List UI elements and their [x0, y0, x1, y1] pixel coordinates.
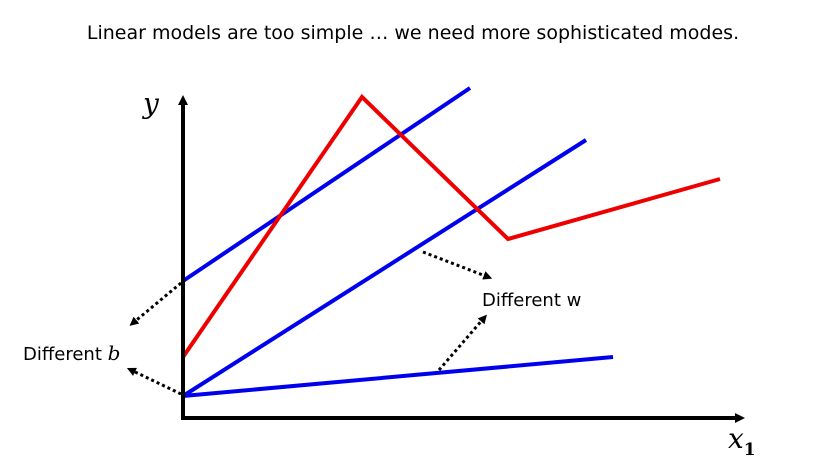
- blue-line-steep: [181, 138, 588, 398]
- different-b-label: Different b: [23, 341, 120, 365]
- different-w-label: Different w: [482, 290, 581, 311]
- different-b-label-var: b: [108, 341, 121, 365]
- dotted-arrow-b-lower: [126, 367, 182, 396]
- x-axis-label-var: x: [728, 422, 744, 455]
- x-axis-label-subscript: 1: [744, 440, 756, 460]
- different-b-label-text: Different: [23, 344, 108, 365]
- blue-line-shallow: [182, 355, 614, 398]
- blue-line-upper: [181, 86, 472, 283]
- dotted-arrow-w-steep: [422, 250, 493, 280]
- dotted-arrow-w-shallow: [437, 314, 487, 371]
- x-axis-label: x1: [728, 422, 756, 460]
- slide-title: Linear models are too simple … we need m…: [86, 22, 740, 44]
- dotted-arrow-b-upper: [129, 281, 182, 326]
- y-axis-label: y: [141, 87, 160, 120]
- red-piecewise-line: [181, 93, 721, 359]
